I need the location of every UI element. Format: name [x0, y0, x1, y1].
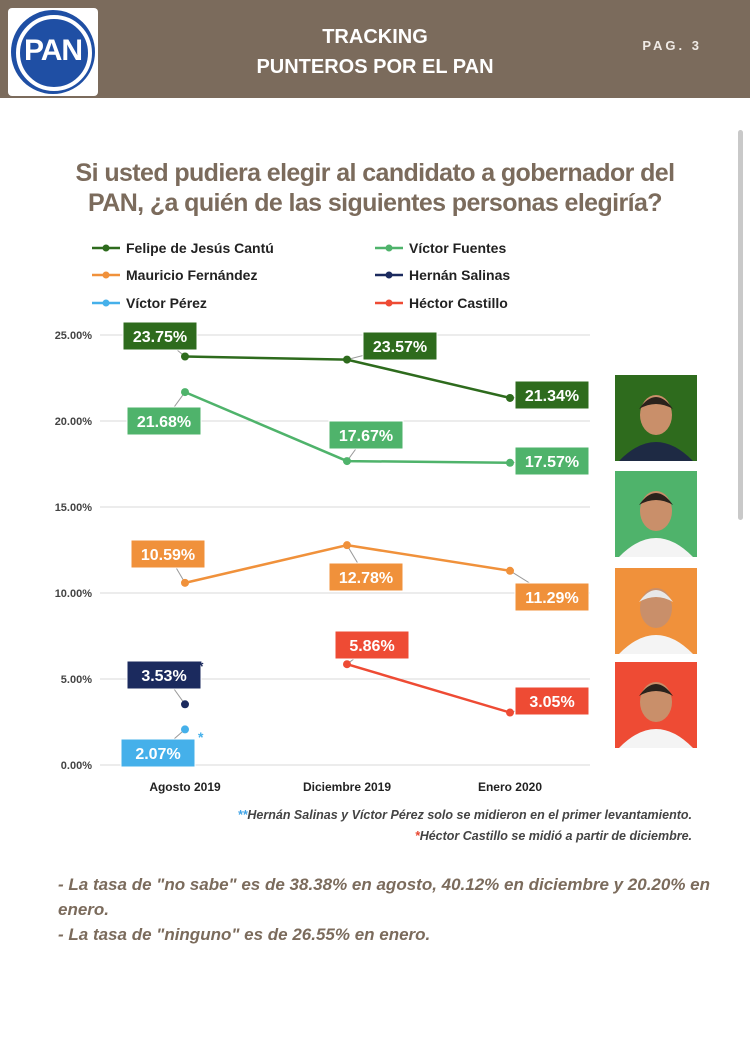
data-label: 17.57%: [525, 454, 579, 471]
data-point: [506, 458, 514, 467]
question-line1: Si usted pudiera elegir al candidato a g…: [75, 159, 675, 187]
x-tick-label: Agosto 2019: [149, 780, 221, 794]
legend-label: Hernán Salinas: [409, 267, 510, 283]
legend-marker: [385, 271, 393, 279]
y-tick-label: 10.00%: [55, 588, 93, 600]
header-title-line1: TRACKING: [322, 26, 428, 48]
data-label-box: [514, 446, 590, 476]
data-label-box: [362, 331, 438, 361]
data-point: [343, 355, 351, 364]
data-point: [181, 388, 189, 397]
data-point: [181, 352, 189, 361]
chart-question: Si usted pudiera elegir al candidato a g…: [40, 158, 710, 218]
portrait-shirt: [619, 635, 693, 654]
data-label-box: [328, 562, 404, 592]
data-label: 3.05%: [529, 694, 574, 711]
portrait-hair: [639, 493, 673, 505]
legend-label: Héctor Castillo: [409, 295, 508, 311]
data-label: 5.86%: [349, 638, 394, 655]
scrollbar[interactable]: [738, 130, 743, 520]
footnote-first-survey-text: Hernán Salinas y Víctor Pérez solo se mi…: [247, 808, 692, 822]
portrait-shirt: [619, 538, 693, 557]
portrait-hair: [639, 397, 673, 409]
data-label: 21.34%: [525, 388, 579, 405]
footnote-stars: **: [237, 808, 248, 822]
data-label-box: [120, 738, 196, 768]
footnote-castillo: *Héctor Castillo se midió a partir de di…: [415, 829, 692, 843]
y-tick-label: 0.00%: [61, 760, 92, 772]
legend-label: Felipe de Jesús Cantú: [126, 240, 274, 256]
header-bar: PAN TRACKING PUNTEROS POR EL PAN PAG. 3: [0, 0, 750, 98]
legend-marker: [385, 244, 393, 252]
data-label: 3.53%: [141, 668, 186, 685]
y-tick-label: 5.00%: [61, 674, 92, 686]
data-point: [181, 700, 189, 709]
question-line2: PAN, ¿a quién de las siguientes personas…: [88, 189, 662, 217]
data-label-box: [514, 582, 590, 612]
asterisk-salinas: *: [198, 658, 204, 674]
data-label-box: [514, 686, 590, 716]
data-label: 17.67%: [339, 428, 393, 445]
data-label-box: [514, 380, 590, 410]
data-label: 12.78%: [339, 570, 393, 587]
data-label: 21.68%: [137, 414, 191, 431]
page-number: PAG. 3: [642, 38, 702, 53]
note-no-sabe: - La tasa de "no sabe" es de 38.38% en a…: [58, 875, 711, 919]
data-point: [343, 541, 351, 550]
data-point: [181, 725, 189, 734]
data-label: 10.59%: [141, 547, 195, 564]
legend-label: Mauricio Fernández: [126, 267, 257, 283]
footnote-star: *: [414, 829, 420, 843]
x-tick-label: Enero 2020: [478, 780, 542, 794]
header-title-line2: PUNTEROS POR EL PAN: [256, 56, 494, 78]
data-point: [343, 457, 351, 466]
data-point: [181, 578, 189, 587]
data-label: 23.75%: [133, 329, 187, 346]
line-chart: 0.00% 5.00% 10.00% 15.00% 20.00% 25.00% Agosto…: [55, 240, 697, 794]
data-point: [343, 660, 351, 669]
footnote-castillo-text: Héctor Castillo se midió a partir de dic…: [419, 829, 692, 843]
data-label-box: [334, 630, 410, 660]
data-point: [506, 393, 514, 402]
data-label-box: [130, 539, 206, 569]
y-tick-label: 25.00%: [55, 330, 93, 342]
data-point: [506, 708, 514, 717]
portrait-hair: [639, 590, 673, 602]
asterisk-perez: *: [198, 729, 204, 745]
data-label: 23.57%: [373, 339, 427, 356]
logo-text: PAN: [23, 34, 83, 67]
data-label-box: [126, 660, 202, 690]
legend-marker: [102, 271, 110, 279]
data-label-box: [126, 406, 202, 436]
note-ninguno: - La tasa de "ninguno" es de 26.55% en e…: [58, 925, 431, 944]
portrait-hair: [639, 684, 673, 696]
series-line: [346, 663, 511, 714]
data-label-box: [328, 420, 404, 450]
data-label-box: [122, 321, 198, 351]
data-label: 2.07%: [135, 746, 180, 763]
legend-marker: [102, 244, 110, 252]
legend-marker: [102, 299, 110, 307]
y-tick-label: 20.00%: [55, 416, 93, 428]
legend-label: Víctor Pérez: [126, 295, 207, 311]
portrait-shirt: [619, 442, 693, 461]
portrait-shirt: [619, 729, 693, 748]
footnote-first-survey: **Hernán Salinas y Víctor Pérez solo se …: [238, 808, 692, 822]
data-point: [506, 566, 514, 575]
x-tick-label: Diciembre 2019: [303, 780, 391, 794]
y-tick-label: 15.00%: [55, 502, 93, 514]
pan-logo: PAN: [8, 8, 98, 96]
legend-marker: [385, 299, 393, 307]
legend-label: Víctor Fuentes: [409, 240, 506, 256]
data-label: 11.29%: [525, 590, 578, 607]
